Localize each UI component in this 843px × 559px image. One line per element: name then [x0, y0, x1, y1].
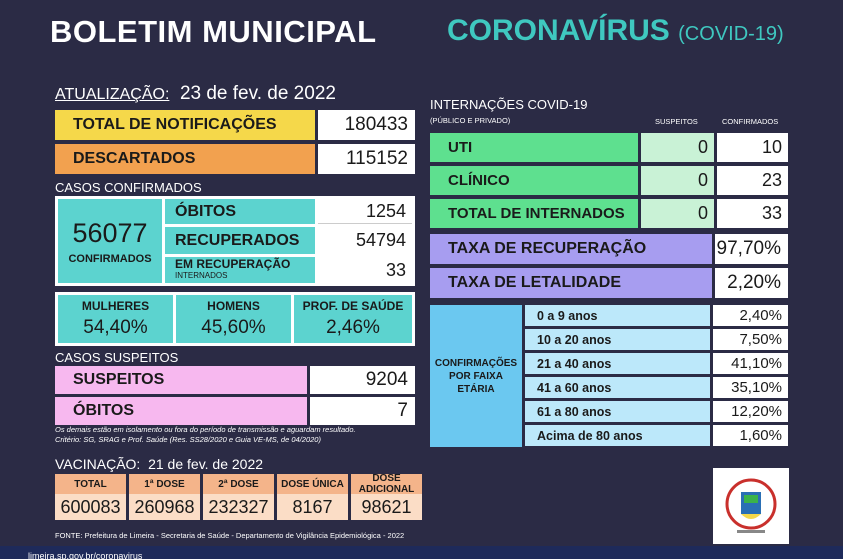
- age-row-value-5: 1,60%: [713, 425, 788, 446]
- vacc-value-2: 232327: [203, 494, 274, 520]
- age-row-value-1: 7,50%: [713, 329, 788, 350]
- age-row-label-5: Acima de 80 anos: [525, 425, 710, 446]
- health-prof-label: PROF. DE SAÚDE: [302, 299, 404, 313]
- hosp-col-suspects: SUSPEITOS: [655, 117, 698, 126]
- in-recovery-label: EM RECUPERAÇÃO: [175, 257, 291, 271]
- vacc-header-0: TOTAL: [55, 474, 126, 494]
- vacc-header-4: DOSE ADICIONAL: [351, 473, 422, 495]
- lethality-rate-row: TAXA DE LETALIDADE 2,20%: [430, 268, 788, 298]
- age-label-2: POR FAIXA: [449, 370, 503, 382]
- age-label-3: ETÁRIA: [457, 383, 495, 395]
- health-prof-cell: PROF. DE SAÚDE 2,46%: [294, 295, 412, 343]
- women-value: 54,40%: [83, 317, 148, 338]
- vaccination-line: VACINAÇÃO: 21 de fev. de 2022: [55, 456, 263, 472]
- hosp-row-confirmed-0: 10: [717, 133, 788, 162]
- in-recovery-cell: EM RECUPERAÇÃO INTERNADOS: [165, 257, 315, 283]
- age-row-label-1: 10 a 20 anos: [525, 329, 710, 350]
- hosp-row-confirmed-2: 33: [717, 199, 788, 228]
- lethality-rate-label: TAXA DE LETALIDADE: [430, 268, 712, 298]
- source-footer: FONTE: Prefeitura de Limeira - Secretari…: [55, 531, 405, 540]
- age-row-value-0: 2,40%: [713, 305, 788, 326]
- city-seal-icon: [725, 478, 777, 533]
- confirmed-section-title: CASOS CONFIRMADOS: [55, 180, 202, 195]
- suspect-deaths-value: 7: [310, 397, 415, 425]
- vacc-value-0: 600083: [55, 494, 126, 520]
- confirmed-total-value: 56077: [72, 217, 148, 248]
- women-cell: MULHERES 54,40%: [58, 295, 173, 343]
- age-label-cell: CONFIRMAÇÕES POR FAIXA ETÁRIA: [430, 305, 522, 447]
- deaths-label: ÓBITOS: [165, 199, 315, 224]
- vaccination-date: 21 de fev. de 2022: [148, 456, 264, 472]
- update-line: ATUALIZAÇÃO: 23 de fev. de 2022: [55, 83, 336, 105]
- footer-url[interactable]: limeira.sp.gov.br/coronavirus: [28, 551, 143, 559]
- suspects-label: SUSPEITOS: [55, 366, 307, 394]
- recovery-rate-value: 97,70%: [715, 234, 788, 264]
- women-label: MULHERES: [81, 299, 150, 313]
- suspect-deaths-label: ÓBITOS: [55, 397, 307, 425]
- age-row-label-0: 0 a 9 anos: [525, 305, 710, 326]
- confirmed-total-cell: 56077 CONFIRMADOS: [58, 199, 162, 283]
- age-row-label-4: 61 a 80 anos: [525, 401, 710, 422]
- age-label-1: CONFIRMAÇÕES: [434, 357, 518, 369]
- suspects-row: SUSPEITOS 9204: [55, 366, 415, 394]
- vacc-value-1: 260968: [129, 494, 200, 520]
- men-cell: HOMENS 45,60%: [176, 295, 291, 343]
- hosp-col-confirmed: CONFIRMADOS: [722, 117, 779, 126]
- page-title: BOLETIM MUNICIPAL: [50, 14, 377, 49]
- recovery-rate-label: TAXA DE RECUPERAÇÃO: [430, 234, 712, 264]
- hosp-row-label-2: TOTAL DE INTERNADOS: [430, 199, 638, 228]
- recovered-value: 54794: [355, 230, 406, 250]
- total-notifications-value: 180433: [317, 110, 415, 140]
- suspect-deaths-row: ÓBITOS 7: [55, 397, 415, 425]
- hosp-row-suspects-2: 0: [641, 199, 714, 228]
- age-row-label-3: 41 a 60 anos: [525, 377, 710, 398]
- city-seal: [713, 468, 789, 544]
- vacc-value-3: 8167: [277, 494, 348, 520]
- total-notifications-label: TOTAL DE NOTIFICAÇÕES: [55, 110, 315, 140]
- recovery-rate-row: TAXA DE RECUPERAÇÃO 97,70%: [430, 234, 788, 264]
- age-row-value-2: 41,10%: [713, 353, 788, 374]
- vaccination-label: VACINAÇÃO:: [55, 456, 141, 472]
- corona-sub: (COVID-19): [678, 23, 784, 45]
- men-label: HOMENS: [207, 299, 260, 313]
- footnote: Os demais estão em isolamento ou fora do…: [55, 425, 435, 445]
- bottom-strip: limeira.sp.gov.br/coronavirus: [0, 546, 843, 559]
- footnote-line2: Critério: SG, SRAG e Prof. Saúde (Res. S…: [55, 435, 321, 444]
- corona-label: CORONAVÍRUS: [447, 14, 670, 47]
- suspects-value: 9204: [310, 366, 415, 394]
- in-recovery-sub: INTERNADOS: [175, 271, 228, 280]
- men-value: 45,60%: [201, 317, 266, 338]
- hosp-row-label-0: UTI: [430, 133, 638, 162]
- deaths-value: 1254: [318, 199, 412, 224]
- hosp-row-label-1: CLÍNICO: [430, 166, 638, 195]
- in-recovery-value: 33: [385, 259, 406, 280]
- suspects-section-title: CASOS SUSPEITOS: [55, 350, 179, 365]
- update-label: ATUALIZAÇÃO:: [55, 86, 170, 103]
- update-date: 23 de fev. de 2022: [179, 83, 336, 104]
- health-prof-value: 2,46%: [326, 317, 380, 338]
- hosp-title: INTERNAÇÕES COVID-19: [430, 97, 588, 112]
- confirmed-total-label: CONFIRMADOS: [68, 252, 152, 265]
- lethality-rate-value: 2,20%: [715, 268, 788, 298]
- vacc-header-1: 1ª DOSE: [129, 474, 200, 494]
- hosp-row-suspects-0: 0: [641, 133, 714, 162]
- age-row-value-4: 12,20%: [713, 401, 788, 422]
- hosp-subtitle: (PÚBLICO E PRIVADO): [430, 116, 511, 125]
- vacc-header-2: 2ª DOSE: [203, 474, 274, 494]
- vacc-value-4: 98621: [351, 494, 422, 520]
- discarded-label: DESCARTADOS: [55, 144, 315, 174]
- footnote-line1: Os demais estão em isolamento ou fora do…: [55, 425, 356, 434]
- discarded-row: DESCARTADOS 115152: [55, 144, 415, 174]
- hosp-row-suspects-1: 0: [641, 166, 714, 195]
- hosp-row-confirmed-1: 23: [717, 166, 788, 195]
- age-row-value-3: 35,10%: [713, 377, 788, 398]
- recovered-label: RECUPERADOS: [165, 227, 315, 254]
- corona-title: CORONAVÍRUS (COVID-19): [447, 14, 784, 48]
- discarded-value: 115152: [317, 144, 415, 174]
- total-notifications-row: TOTAL DE NOTIFICAÇÕES 180433: [55, 110, 415, 140]
- age-row-label-2: 21 a 40 anos: [525, 353, 710, 374]
- vacc-header-3: DOSE ÚNICA: [277, 474, 348, 494]
